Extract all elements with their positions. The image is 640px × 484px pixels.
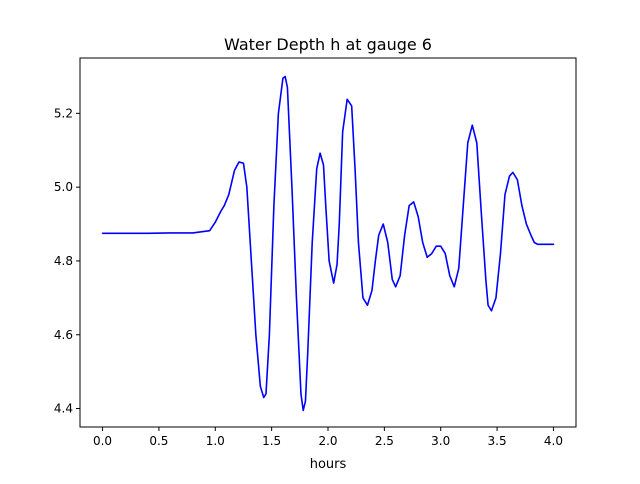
y-tick-label: 5.0 <box>54 180 73 194</box>
plot-layer <box>101 75 555 412</box>
y-tick-label: 4.8 <box>54 254 73 268</box>
axes-layer: 0.0 0.5 1.0 1.5 2.0 2.5 3.0 3.5 4.0 4.4 4.6 4.8 5.0 5… <box>54 57 577 448</box>
y-tick-label: 4.4 <box>54 402 73 416</box>
x-tick-label: 2.0 <box>318 434 337 448</box>
x-axis-label: hours <box>310 457 347 472</box>
x-tick-label: 4.0 <box>544 434 563 448</box>
x-tick-label: 3.0 <box>431 434 450 448</box>
series-line-0 <box>101 75 555 412</box>
y-tick-label: 4.6 <box>54 328 73 342</box>
chart-title: Water Depth h at gauge 6 <box>224 35 432 54</box>
x-tick-label: 1.0 <box>206 434 225 448</box>
x-tick-label: 0.5 <box>149 434 168 448</box>
x-tick-label: 2.5 <box>375 434 394 448</box>
x-tick-label: 1.5 <box>262 434 281 448</box>
x-tick-label: 3.5 <box>488 434 507 448</box>
x-tick-label: 0.0 <box>93 434 112 448</box>
y-tick-label: 5.2 <box>54 106 73 120</box>
